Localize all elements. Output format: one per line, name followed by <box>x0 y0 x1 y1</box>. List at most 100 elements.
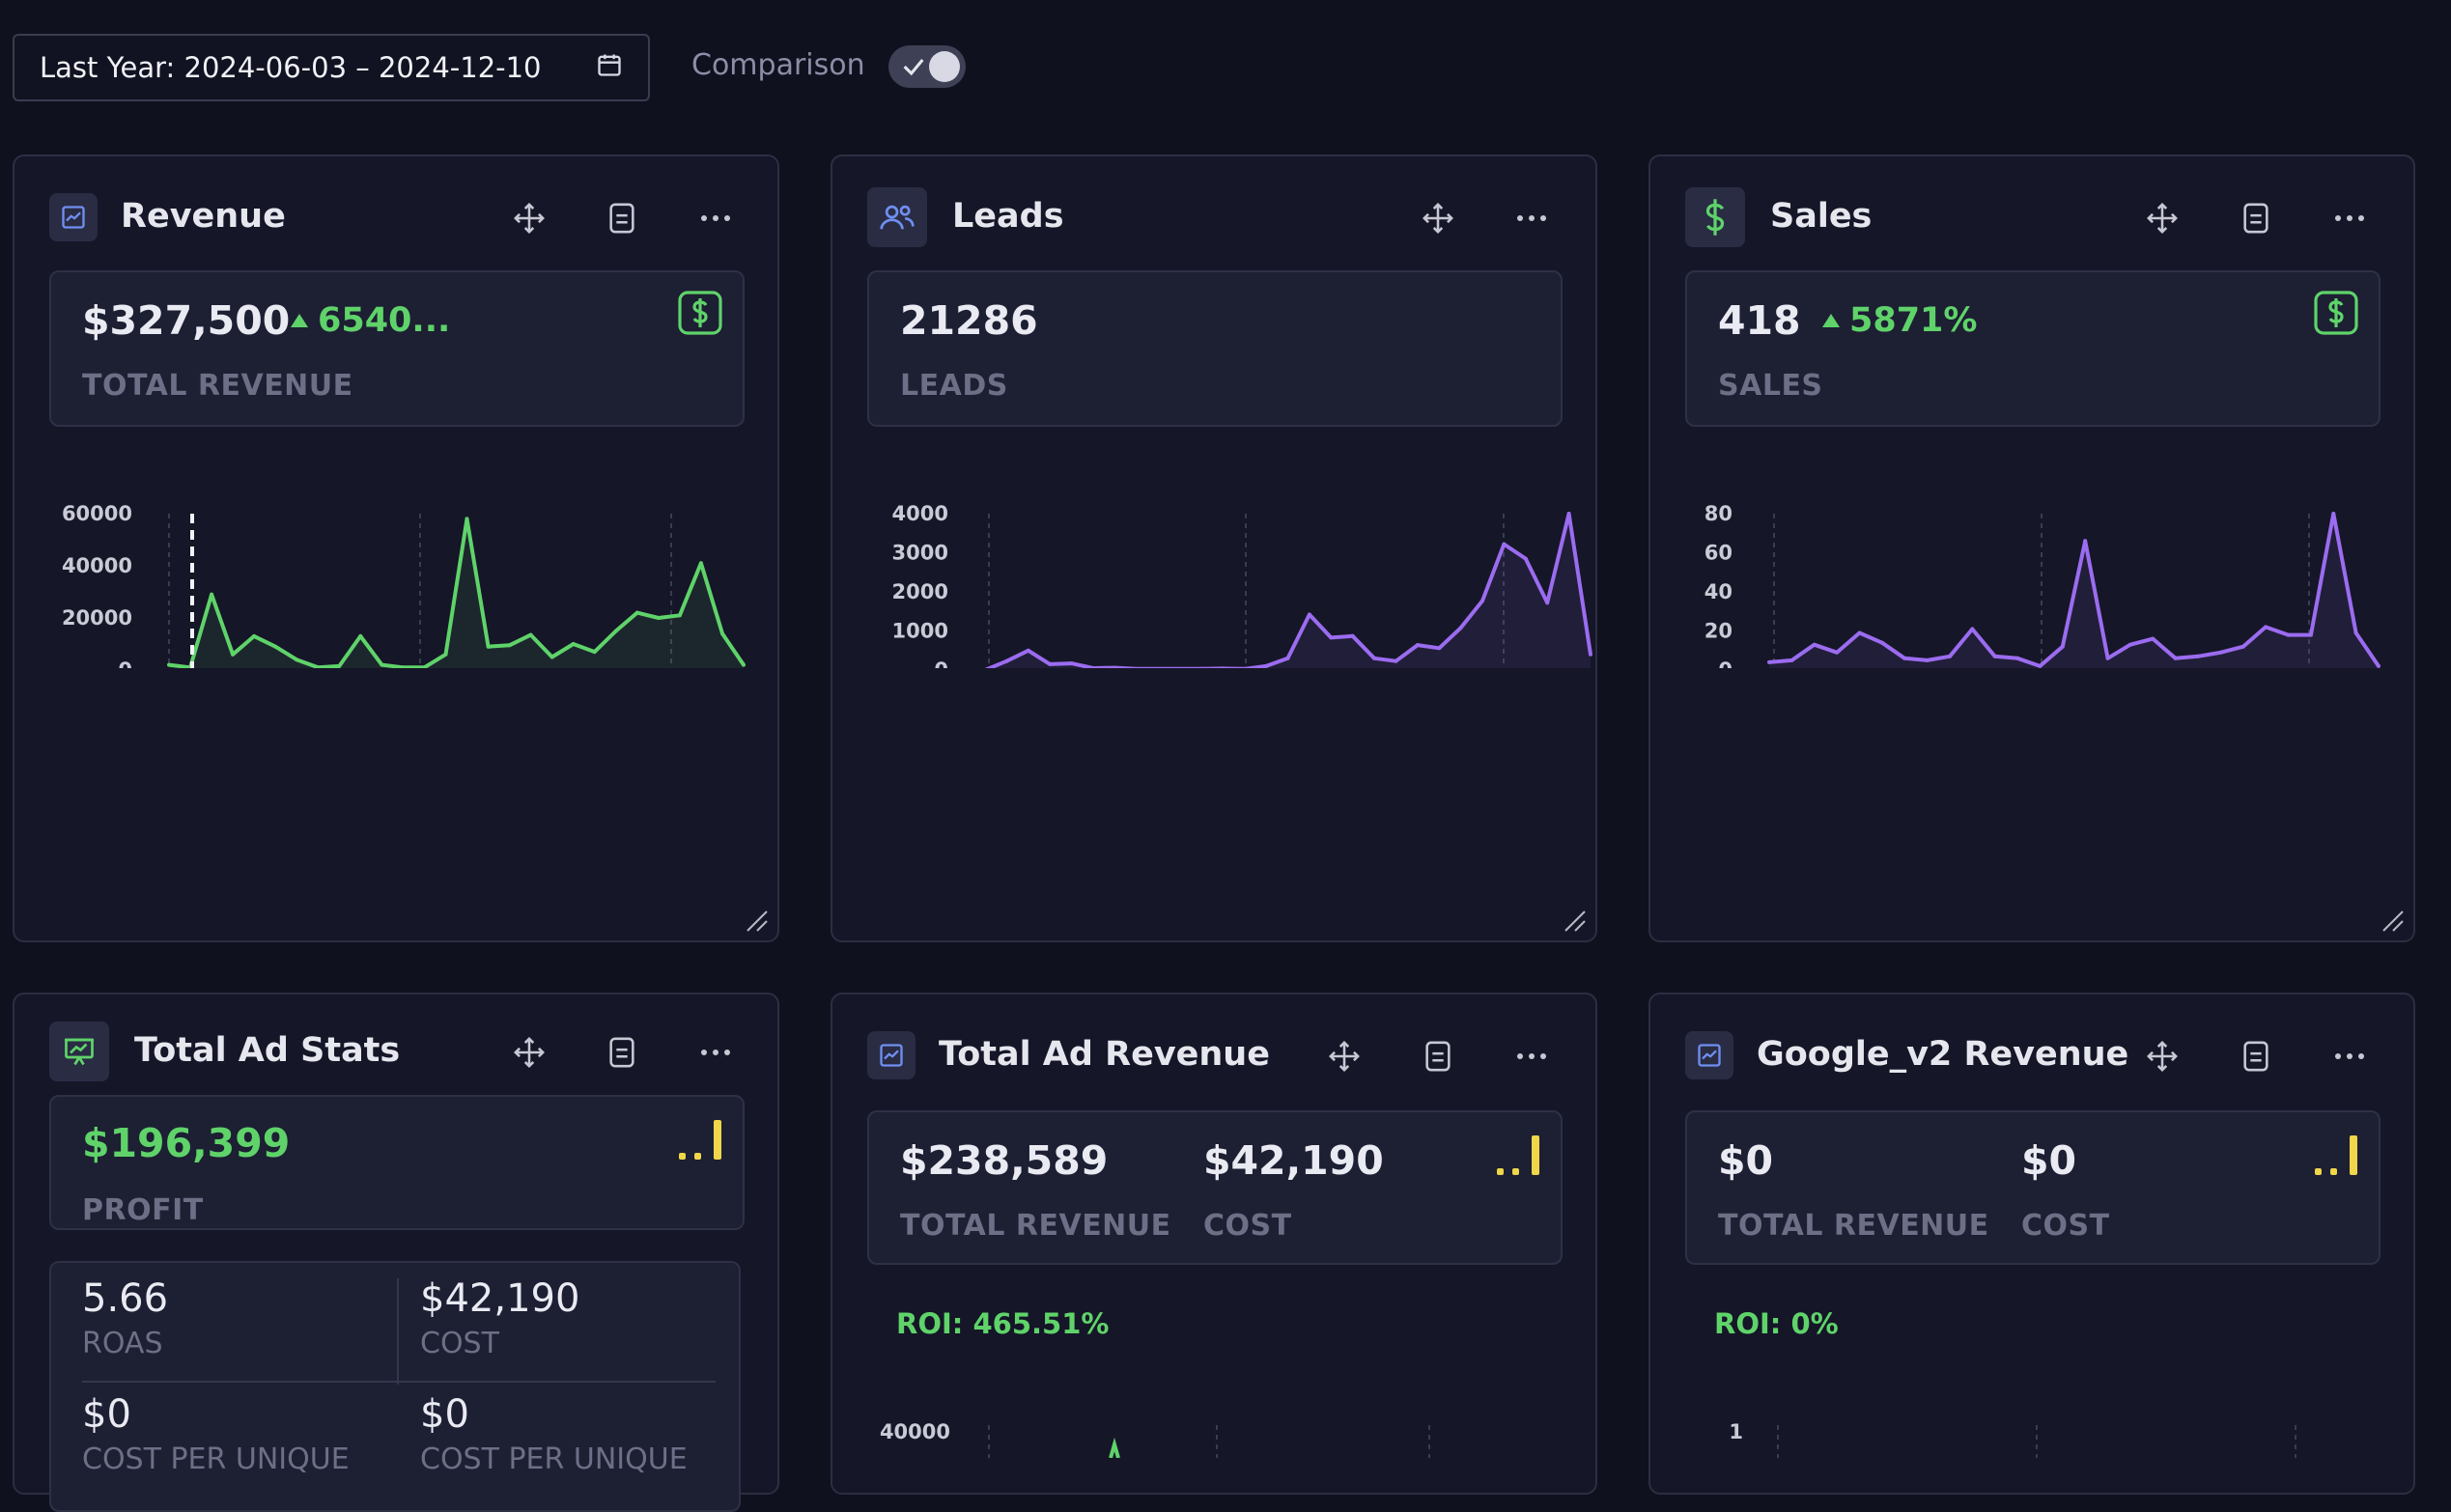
data-point[interactable] <box>1004 658 1009 663</box>
notes-icon[interactable] <box>1417 1035 1459 1078</box>
notes-icon[interactable] <box>2235 197 2277 239</box>
more-icon[interactable] <box>1510 197 1553 239</box>
data-point[interactable] <box>316 665 321 668</box>
data-point[interactable] <box>1948 654 1952 658</box>
data-point[interactable] <box>2083 539 2088 544</box>
data-point[interactable] <box>1091 666 1095 668</box>
data-point[interactable] <box>1902 656 1907 660</box>
data-point[interactable] <box>592 650 597 655</box>
data-point[interactable] <box>2015 656 2020 660</box>
data-point[interactable] <box>528 632 533 637</box>
data-point[interactable] <box>1156 666 1160 668</box>
data-point[interactable] <box>1415 643 1420 648</box>
data-point[interactable] <box>1992 654 1997 658</box>
data-point[interactable] <box>273 644 278 649</box>
data-point[interactable] <box>1523 556 1528 561</box>
notes-icon[interactable] <box>601 197 643 239</box>
resize-handle-icon[interactable] <box>2381 910 2405 937</box>
data-point[interactable] <box>613 629 618 633</box>
data-point[interactable] <box>2240 644 2245 649</box>
data-point[interactable] <box>1394 658 1398 663</box>
data-point[interactable] <box>720 631 724 636</box>
data-point[interactable] <box>1264 663 1269 668</box>
data-point[interactable] <box>1545 601 1550 605</box>
data-point[interactable] <box>742 662 746 667</box>
data-point[interactable] <box>1925 658 1930 662</box>
data-point[interactable] <box>1242 666 1247 668</box>
move-icon[interactable] <box>2141 1035 2183 1078</box>
data-point[interactable] <box>1458 626 1463 630</box>
data-point[interactable] <box>1221 666 1226 668</box>
data-point[interactable] <box>1767 659 1771 664</box>
comparison-toggle[interactable] <box>888 45 966 88</box>
data-point[interactable] <box>1069 661 1074 666</box>
data-point[interactable] <box>1835 650 1840 655</box>
data-point[interactable] <box>1372 656 1377 660</box>
data-point[interactable] <box>2377 663 2381 668</box>
data-point[interactable] <box>231 652 236 657</box>
data-point[interactable] <box>2331 512 2336 516</box>
move-icon[interactable] <box>508 197 550 239</box>
data-point[interactable] <box>2308 632 2313 637</box>
data-point[interactable] <box>210 592 214 597</box>
data-point[interactable] <box>2151 636 2155 641</box>
data-point[interactable] <box>1285 656 1290 660</box>
data-point[interactable] <box>1857 630 1862 635</box>
calendar-icon[interactable] <box>596 51 623 85</box>
data-point[interactable] <box>422 665 427 668</box>
data-point[interactable] <box>1970 627 1975 631</box>
data-point[interactable] <box>358 633 363 638</box>
data-point[interactable] <box>2264 625 2268 630</box>
data-point[interactable] <box>571 642 576 646</box>
data-point[interactable] <box>486 644 491 649</box>
data-point[interactable] <box>1307 612 1311 617</box>
data-point[interactable] <box>401 665 406 668</box>
data-point[interactable] <box>252 633 257 638</box>
data-point[interactable] <box>549 655 554 659</box>
more-icon[interactable] <box>2328 197 2371 239</box>
data-point[interactable] <box>2060 644 2065 649</box>
data-point[interactable] <box>1566 512 1571 516</box>
data-point[interactable] <box>465 517 469 521</box>
data-point[interactable] <box>2353 630 2358 635</box>
data-point[interactable] <box>656 616 661 620</box>
data-point[interactable] <box>380 662 384 667</box>
data-point[interactable] <box>2038 663 2042 668</box>
data-point[interactable] <box>1048 661 1053 666</box>
data-point[interactable] <box>2196 654 2200 658</box>
date-range-picker[interactable]: Last Year: 2024-06-03 – 2024-12-10 <box>13 34 650 101</box>
data-point[interactable] <box>1350 633 1355 638</box>
data-point[interactable] <box>1879 640 1884 645</box>
data-point[interactable] <box>507 643 512 648</box>
data-point[interactable] <box>1437 646 1442 651</box>
move-icon[interactable] <box>508 1031 550 1074</box>
data-point[interactable] <box>634 610 639 615</box>
data-point[interactable] <box>443 652 448 657</box>
data-point[interactable] <box>1812 642 1817 647</box>
data-point[interactable] <box>1329 635 1334 640</box>
data-point[interactable] <box>1177 666 1182 668</box>
move-icon[interactable] <box>2141 197 2183 239</box>
resize-handle-icon[interactable] <box>1564 910 1587 937</box>
more-icon[interactable] <box>694 1031 737 1074</box>
data-point[interactable] <box>698 561 703 566</box>
data-point[interactable] <box>337 663 342 668</box>
move-icon[interactable] <box>1323 1035 1366 1078</box>
resize-handle-icon[interactable] <box>746 910 769 937</box>
data-point[interactable] <box>1113 665 1117 668</box>
notes-icon[interactable] <box>2235 1035 2277 1078</box>
data-point[interactable] <box>2173 656 2178 660</box>
data-point[interactable] <box>2218 650 2223 655</box>
data-point[interactable] <box>2127 642 2132 647</box>
data-point[interactable] <box>1589 652 1592 657</box>
move-icon[interactable] <box>1417 197 1459 239</box>
data-point[interactable] <box>167 662 171 667</box>
data-point[interactable] <box>1502 542 1507 546</box>
data-point[interactable] <box>677 613 682 618</box>
data-point[interactable] <box>1480 599 1484 603</box>
data-point[interactable] <box>295 658 299 662</box>
more-icon[interactable] <box>1510 1035 1553 1078</box>
data-point[interactable] <box>1134 666 1139 668</box>
more-icon[interactable] <box>2328 1035 2371 1078</box>
more-icon[interactable] <box>694 197 737 239</box>
